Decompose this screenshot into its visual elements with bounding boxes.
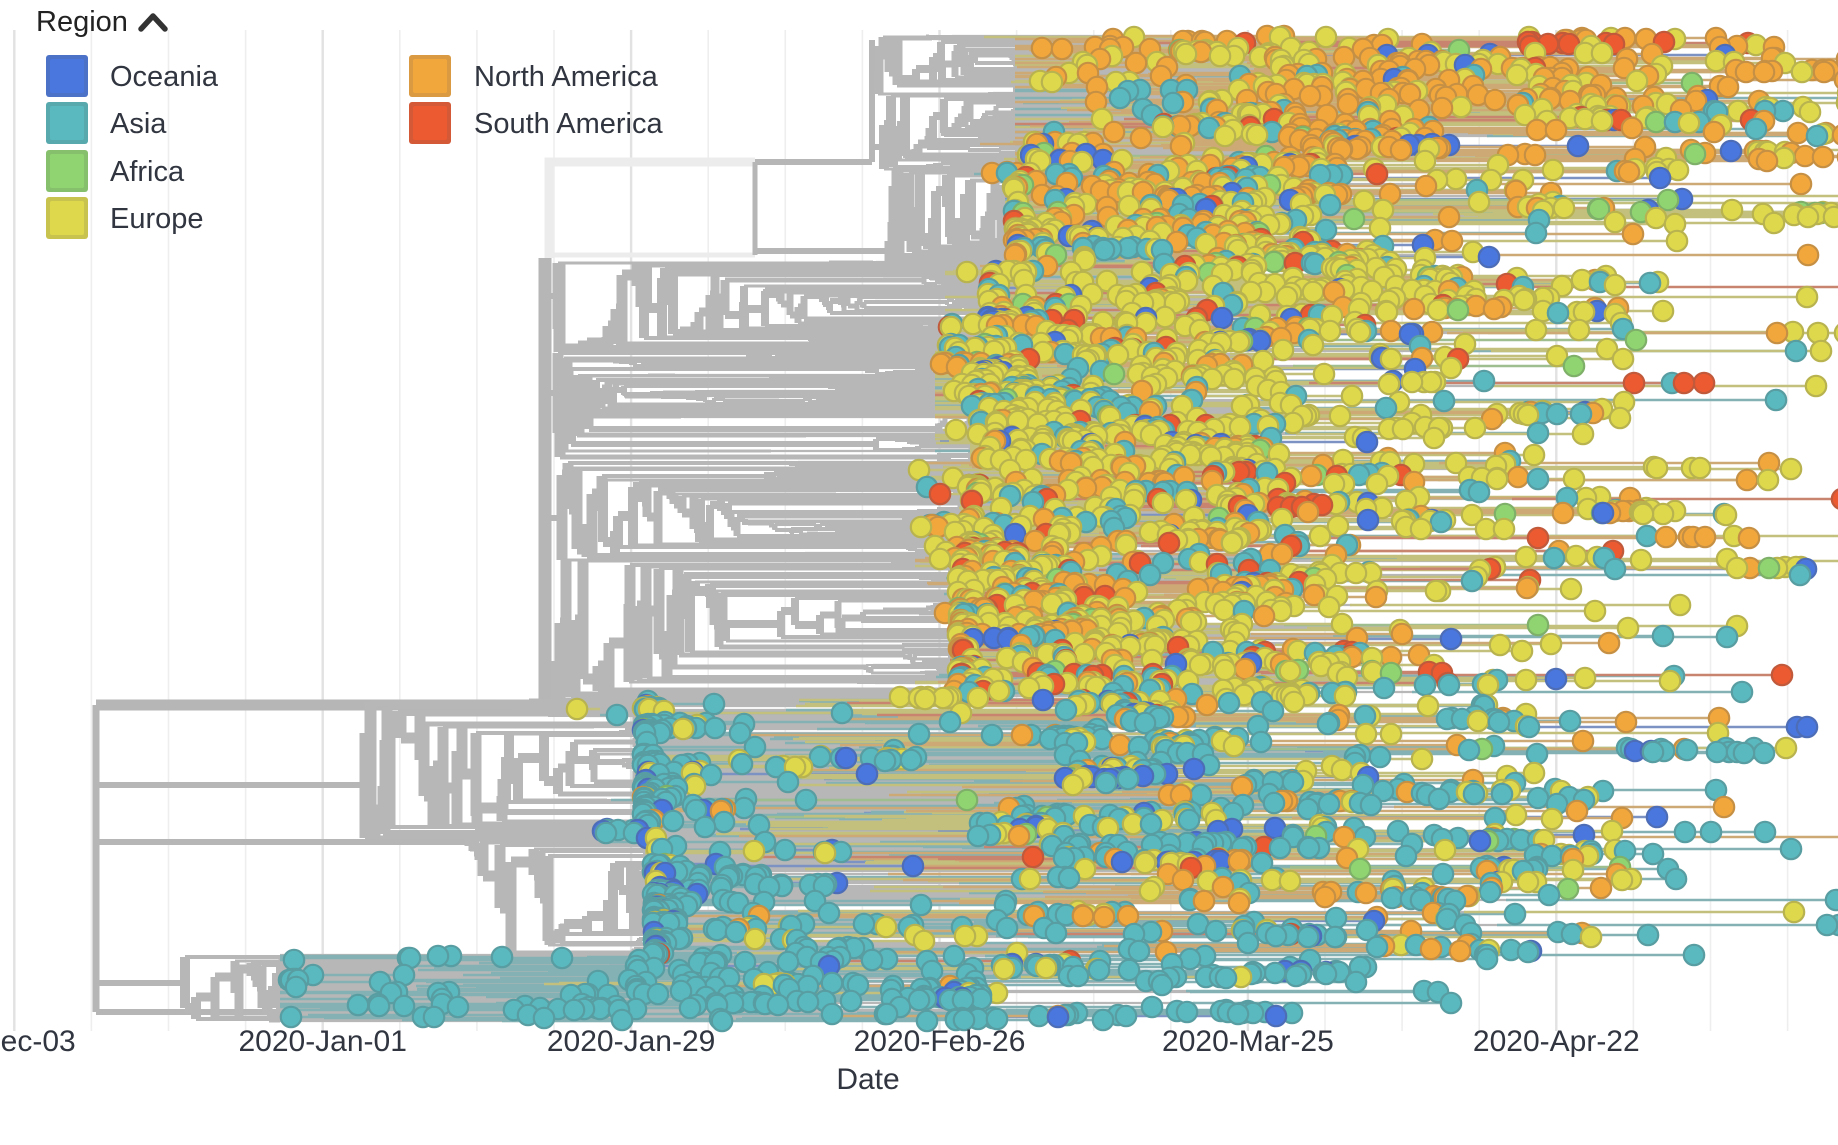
svg-text:2020-Feb-26: 2020-Feb-26 bbox=[854, 1025, 1026, 1058]
svg-text:South America: South America bbox=[474, 108, 663, 140]
svg-text:Region: Region bbox=[36, 6, 128, 38]
svg-text:Asia: Asia bbox=[110, 108, 167, 140]
svg-text:2020-Apr-22: 2020-Apr-22 bbox=[1473, 1025, 1640, 1058]
svg-text:2020-Jan-01: 2020-Jan-01 bbox=[238, 1025, 406, 1058]
svg-text:North America: North America bbox=[474, 61, 659, 93]
svg-text:2020-Jan-29: 2020-Jan-29 bbox=[547, 1025, 715, 1058]
svg-text:Date: Date bbox=[836, 1063, 899, 1096]
svg-text:2020-Mar-25: 2020-Mar-25 bbox=[1162, 1025, 1334, 1058]
svg-text:Oceania: Oceania bbox=[110, 61, 219, 93]
svg-text:Africa: Africa bbox=[110, 156, 185, 188]
svg-text:2019-Dec-03: 2019-Dec-03 bbox=[0, 1025, 76, 1058]
svg-text:Europe: Europe bbox=[110, 203, 204, 235]
